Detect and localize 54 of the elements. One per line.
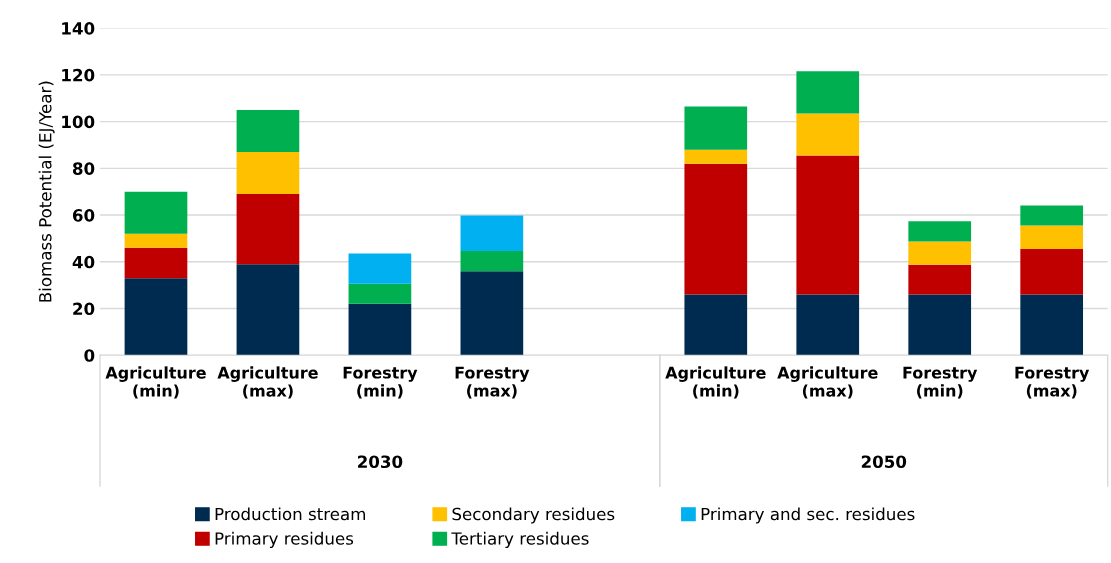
legend-label: Secondary residues xyxy=(452,507,615,524)
y-tick-label: 80 xyxy=(72,162,95,175)
legend-label: Production stream xyxy=(215,507,365,521)
legend-label: Primary residues xyxy=(215,531,354,548)
bar xyxy=(348,253,412,284)
bar xyxy=(1020,294,1084,356)
y-tick-label: 100 xyxy=(62,115,95,129)
y-tick-label: 20 xyxy=(73,302,95,316)
bar xyxy=(684,149,748,164)
x-tick-label: Agriculture (min) xyxy=(105,366,206,399)
bar xyxy=(684,163,748,295)
y-tick-label: 60 xyxy=(72,209,95,222)
bar xyxy=(1020,225,1084,249)
y-tick-label: 140 xyxy=(62,22,95,35)
bar xyxy=(796,113,860,156)
bar xyxy=(124,278,188,356)
bar xyxy=(348,283,412,304)
bar xyxy=(124,247,188,279)
bar xyxy=(1020,205,1084,226)
bar xyxy=(684,106,748,150)
legend-label: Primary and sec. residues xyxy=(701,507,915,524)
bar xyxy=(908,294,972,356)
bar xyxy=(684,294,748,356)
bar xyxy=(796,71,860,114)
bar xyxy=(236,194,300,265)
bar xyxy=(124,233,188,248)
bar xyxy=(908,221,972,242)
text: 2030 xyxy=(358,455,403,469)
x-tick-label: Agriculture (max) xyxy=(217,366,318,399)
y-tick-label: 120 xyxy=(62,68,95,82)
text: 2050 xyxy=(861,455,907,469)
bar xyxy=(796,294,860,356)
bar xyxy=(908,241,972,265)
bar xyxy=(236,151,300,195)
x-tick-label: Forestry (min) xyxy=(343,366,418,399)
bar xyxy=(460,271,524,356)
y-tick-label: 40 xyxy=(72,255,95,269)
x-tick-label: Agriculture (min) xyxy=(665,366,766,399)
bar xyxy=(348,303,412,356)
bar xyxy=(1020,248,1084,295)
x-tick-label: Forestry (min) xyxy=(903,366,978,399)
bar xyxy=(124,191,188,234)
bar xyxy=(236,264,300,356)
y-tick-label: 0 xyxy=(84,349,95,362)
x-tick-label: Forestry (max) xyxy=(455,366,530,399)
bar xyxy=(460,215,524,252)
x-tick-label: Forestry (max) xyxy=(1015,366,1090,399)
legend-label: Tertiary residues xyxy=(451,531,589,548)
x-tick-label: Agriculture (max) xyxy=(777,366,878,399)
bar xyxy=(796,155,860,295)
bar xyxy=(460,251,524,272)
y-axis-title: Biomass Potential (EJ/Year) xyxy=(38,81,55,302)
bar xyxy=(236,109,300,152)
bar xyxy=(908,264,972,295)
